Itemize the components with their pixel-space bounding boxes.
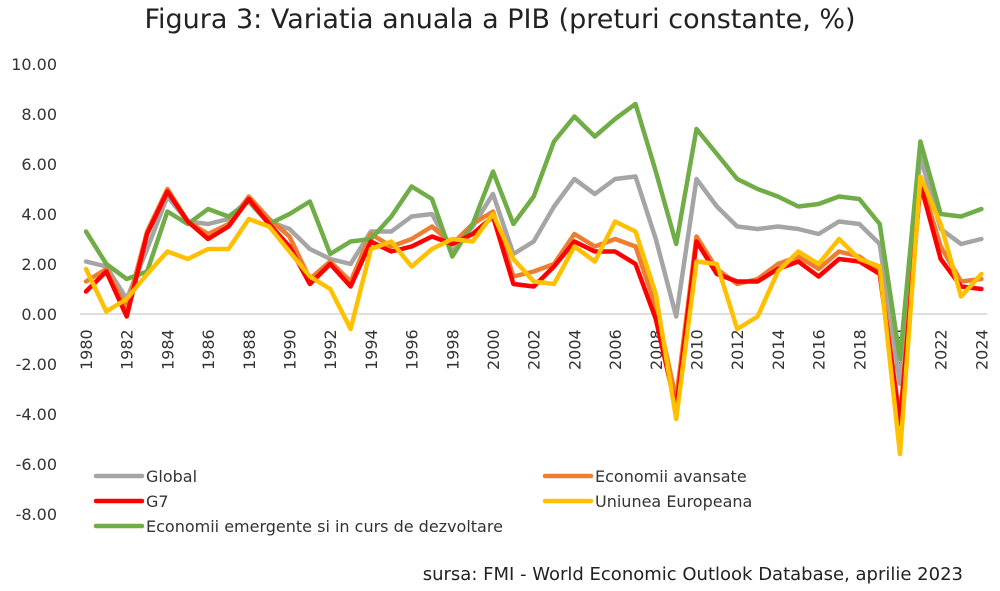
legend-label: Economii emergente si in curs de dezvolt… <box>146 517 503 536</box>
x-tick-label: 1988 <box>240 329 259 370</box>
x-tick-label: 1990 <box>281 329 300 370</box>
x-tick-label: 2024 <box>972 329 991 370</box>
x-tick-label: 1998 <box>443 329 462 370</box>
x-tick-label: 2012 <box>728 329 747 370</box>
legend-label: Global <box>146 467 197 486</box>
series-line-g7 <box>83 181 984 427</box>
series-line-economii-emergente-si-in-curs-de-dezvoltare <box>83 101 984 362</box>
x-tick-label: 1992 <box>321 329 340 370</box>
y-tick-label: -2.00 <box>16 355 57 374</box>
chart-title: Figura 3: Variatia anuala a PIB (preturi… <box>144 4 855 35</box>
x-tick-label: 1994 <box>362 329 381 370</box>
x-tick-label: 1980 <box>77 329 96 370</box>
legend-label: G7 <box>146 492 169 511</box>
x-tick-label: 2014 <box>769 329 788 370</box>
y-tick-label: -8.00 <box>16 505 57 524</box>
y-tick-label: 0.00 <box>21 305 57 324</box>
y-tick-label: 6.00 <box>21 155 57 174</box>
x-tick-label: 2010 <box>688 329 707 370</box>
y-tick-label: 8.00 <box>21 105 57 124</box>
x-tick-label: 2002 <box>525 329 544 370</box>
legend-label: Economii avansate <box>595 467 747 486</box>
x-tick-label: 2022 <box>932 329 951 370</box>
series-line-uniunea-europeana <box>83 174 984 457</box>
source-note: sursa: FMI - World Economic Outlook Data… <box>423 564 963 585</box>
legend: Global Economii avansate G7 Uniunea Europea… <box>93 467 752 536</box>
x-tick-label: 2016 <box>810 329 829 370</box>
x-tick-label: 2006 <box>606 329 625 370</box>
y-tick-label: 10.00 <box>11 55 57 74</box>
x-tick-label: 2018 <box>850 329 869 370</box>
x-tick-label: 1986 <box>199 329 218 370</box>
x-tick-label: 2004 <box>565 329 584 370</box>
y-tick-label: -4.00 <box>16 405 57 424</box>
x-axis-tick-labels: 1980 1982 1984 1986 1988 1990 1992 1994 1996 1998… <box>77 329 991 370</box>
x-tick-label: 1982 <box>118 329 137 370</box>
series-lines <box>83 101 984 457</box>
y-tick-label: -6.00 <box>16 455 57 474</box>
x-tick-label: 1996 <box>403 329 422 370</box>
y-tick-label: 4.00 <box>21 205 57 224</box>
x-tick-label: 1984 <box>158 329 177 370</box>
legend-label: Uniunea Europeana <box>595 492 752 511</box>
y-tick-label: 2.00 <box>21 255 57 274</box>
y-axis-tick-labels: 10.00 8.00 6.00 4.00 2.00 0.00 -2.00 -4.00 -6.00… <box>11 55 57 524</box>
x-tick-label: 2000 <box>484 329 503 370</box>
